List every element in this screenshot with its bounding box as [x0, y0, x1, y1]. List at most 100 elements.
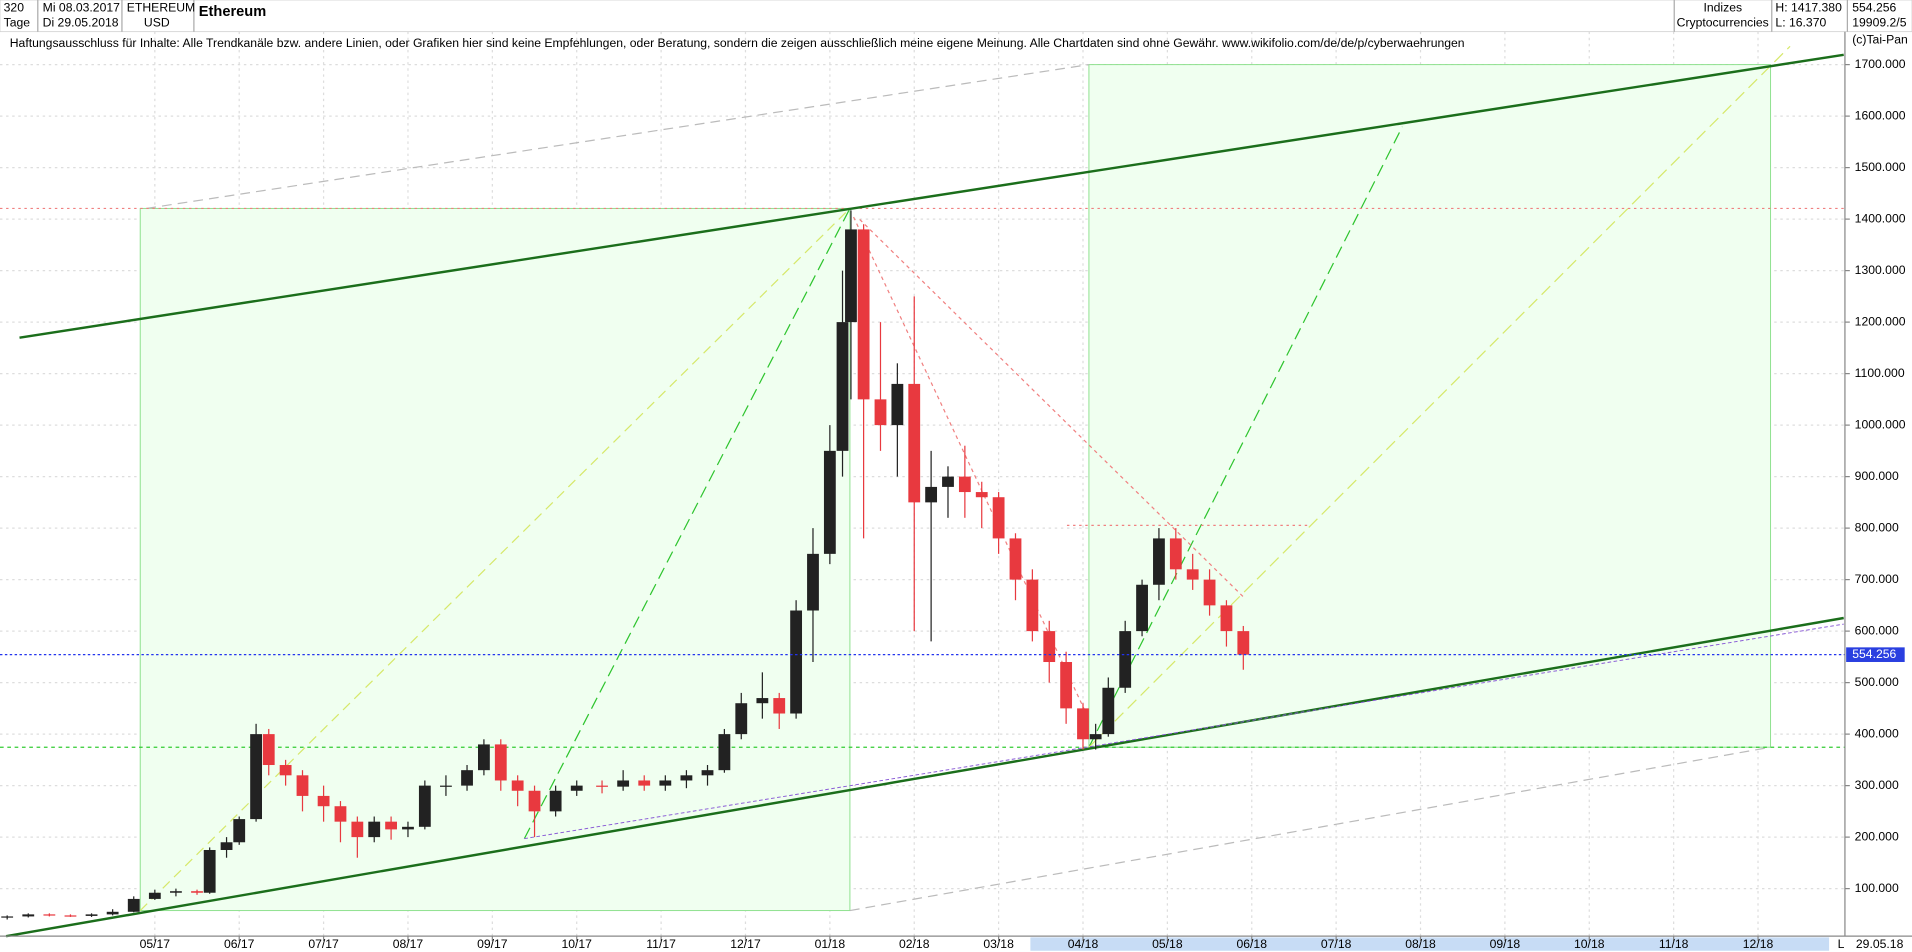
- low: L: 16.370: [1775, 15, 1826, 29]
- candle-body: [735, 703, 748, 735]
- scale-mode[interactable]: L: [1838, 937, 1845, 951]
- candle-body: [891, 383, 904, 426]
- dashed-line: [146, 64, 1090, 210]
- candle-body: [127, 898, 140, 912]
- y-tick-label: 600.000: [1855, 623, 1899, 637]
- candle-body: [570, 785, 583, 791]
- candle-body: [1153, 538, 1165, 585]
- candle-body: [773, 698, 786, 714]
- candle-body: [1186, 569, 1199, 580]
- candle-body: [317, 795, 330, 807]
- last: 554.256: [1852, 1, 1896, 15]
- end-date: Di 29.05.2018: [43, 15, 119, 29]
- x-tick-label: 12/17: [730, 937, 761, 951]
- period[interactable]: 320: [4, 1, 25, 15]
- trend-line: [524, 623, 1844, 840]
- candle-body: [250, 734, 262, 820]
- x-tick-label: 10/18: [1574, 937, 1605, 951]
- candle-body: [701, 770, 714, 776]
- y-tick-label: 900.000: [1855, 469, 1899, 483]
- candle-body: [1009, 538, 1022, 580]
- candle-body: [958, 476, 971, 493]
- candle-body: [43, 914, 56, 916]
- x-tick-label: 05/18: [1152, 937, 1183, 951]
- candle-body: [1169, 538, 1182, 570]
- y-tick-label: 500.000: [1855, 675, 1899, 689]
- dashed-line: [523, 208, 851, 839]
- candle-body: [845, 229, 857, 323]
- candle-body: [1089, 734, 1102, 740]
- candle-body: [334, 806, 347, 822]
- x-tick-label: 07/18: [1321, 937, 1352, 951]
- candle-body: [756, 698, 769, 704]
- trend-line: [5, 616, 1844, 938]
- high: H: 1417.380: [1775, 1, 1842, 15]
- candle-body: [106, 911, 119, 915]
- candle-body: [511, 780, 524, 791]
- candle-body: [351, 821, 364, 838]
- y-tick-label: 400.000: [1855, 726, 1899, 740]
- candle-body: [148, 892, 161, 899]
- candle-body: [807, 553, 819, 611]
- x-tick-label: 08/18: [1405, 937, 1436, 951]
- candle-body: [262, 734, 275, 766]
- start-date: Mi 08.03.2017: [43, 1, 120, 15]
- candle-body: [596, 785, 608, 787]
- y-tick-label: 1500.000: [1855, 160, 1906, 174]
- dashed-line: [1088, 45, 1791, 748]
- candle-body: [549, 790, 562, 812]
- candle-body: [440, 785, 452, 787]
- candle-body: [279, 765, 292, 776]
- info: 19909.2/5: [1852, 15, 1906, 29]
- y-tick-label: 700.000: [1855, 572, 1899, 586]
- unit[interactable]: Tage: [4, 15, 31, 29]
- candle-body: [1077, 708, 1089, 740]
- x-tick-label: 06/17: [224, 937, 255, 951]
- dashed-line: [859, 218, 1245, 598]
- candle-body: [680, 775, 693, 781]
- candle-body: [220, 842, 233, 850]
- x-tick-label: 11/17: [646, 937, 676, 951]
- candle-body: [1060, 662, 1073, 709]
- candle-body: [942, 476, 954, 487]
- candle-body: [1203, 579, 1216, 606]
- x-tick-label: 07/17: [308, 937, 339, 951]
- copyright: (c)Tai-Pan: [1852, 32, 1908, 46]
- candle-body: [1220, 605, 1233, 632]
- last-price-label: 554.256: [1852, 647, 1896, 661]
- candles: [0, 210, 1845, 920]
- candle-body: [478, 744, 490, 771]
- y-tick-label: 1200.000: [1855, 314, 1906, 328]
- candle-body: [85, 914, 98, 916]
- candle-body: [170, 891, 182, 893]
- y-tick-label: 1100.000: [1855, 366, 1905, 380]
- trend-line: [19, 53, 1844, 339]
- candle-body: [638, 780, 651, 786]
- candle-body: [1119, 631, 1132, 688]
- y-tick-label: 1000.000: [1855, 417, 1906, 431]
- candle-body: [823, 450, 836, 554]
- candle-body: [385, 821, 398, 830]
- x-tick-label: 09/17: [477, 937, 508, 951]
- candle-body: [402, 826, 414, 830]
- candle-body: [718, 734, 731, 771]
- x-tick-label: 06/18: [1237, 937, 1268, 951]
- candle-body: [790, 610, 803, 714]
- last-price-box: [1846, 647, 1905, 662]
- candle-body: [191, 891, 203, 893]
- candle-body: [874, 399, 887, 426]
- x-tick-label: 09/18: [1490, 937, 1521, 951]
- candle-body: [925, 486, 938, 503]
- scroll-bar[interactable]: [1030, 937, 1830, 951]
- y-tick-label: 1700.000: [1855, 57, 1906, 71]
- candle-body: [296, 775, 309, 796]
- dashed-line: [1088, 126, 1403, 748]
- x-tick-label: 11/18: [1659, 937, 1689, 951]
- candle-body: [1237, 631, 1250, 655]
- candle-body: [659, 780, 672, 786]
- drawings: [0, 45, 1845, 938]
- y-tick-label: 300.000: [1855, 778, 1899, 792]
- subgroup: Cryptocurrencies: [1677, 15, 1769, 29]
- candle-body: [203, 849, 216, 893]
